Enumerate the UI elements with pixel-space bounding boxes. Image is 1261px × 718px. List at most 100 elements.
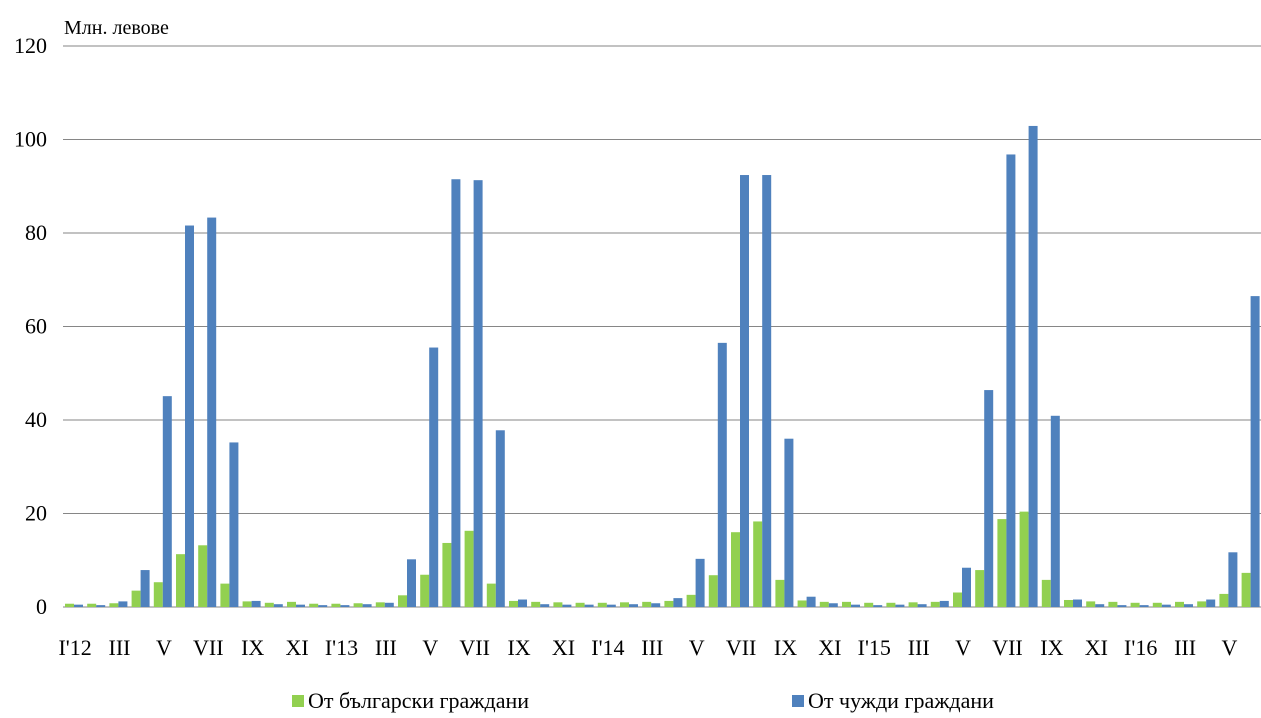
bar-bulgarian (864, 603, 873, 607)
bar-bulgarian (997, 519, 1006, 607)
bar-bulgarian (598, 603, 607, 607)
bar-foreign (851, 605, 860, 607)
bar-foreign (163, 396, 172, 607)
bar-bulgarian (1219, 594, 1228, 607)
x-tick-label: I'15 (858, 635, 891, 660)
x-tick-label: VII (992, 635, 1023, 660)
legend-item-bulgarian: От български граждани (292, 688, 529, 714)
bar-bulgarian (576, 603, 585, 607)
x-tick-label: V (422, 635, 438, 660)
x-tick-label: III (641, 635, 663, 660)
bar-foreign (118, 601, 127, 607)
bar-bulgarian (154, 582, 163, 607)
x-tick-label: IX (774, 635, 797, 660)
bar-foreign (1162, 605, 1171, 607)
bar-bulgarian (775, 580, 784, 607)
bar-foreign (207, 218, 216, 607)
bar-foreign (740, 175, 749, 607)
bar-bulgarian (132, 591, 141, 607)
bar-foreign (673, 598, 682, 607)
bar-foreign (895, 605, 904, 607)
bar-bulgarian (1042, 580, 1051, 607)
x-tick-label: V (689, 635, 705, 660)
bar-foreign (429, 348, 438, 607)
bar-bulgarian (265, 603, 274, 607)
x-tick-label: XI (285, 635, 308, 660)
bar-bulgarian (465, 531, 474, 607)
bar-foreign (940, 601, 949, 607)
bar-bulgarian (220, 584, 229, 607)
bar-foreign (651, 603, 660, 607)
bar-bulgarian (531, 602, 540, 607)
bar-foreign (96, 605, 105, 607)
x-tick-label: VII (726, 635, 757, 660)
bar-foreign (229, 442, 238, 607)
bar-bulgarian (509, 601, 518, 607)
bar-foreign (185, 226, 194, 607)
bar-bulgarian (842, 602, 851, 607)
y-tick-label: 40 (25, 407, 47, 432)
bar-bulgarian (1242, 573, 1251, 607)
bar-foreign (385, 603, 394, 607)
x-tick-label: I'13 (325, 635, 358, 660)
bar-bulgarian (109, 603, 118, 607)
x-tick-label: XI (818, 635, 841, 660)
bar-foreign (1095, 604, 1104, 607)
bar-foreign (74, 605, 83, 607)
bar-foreign (1073, 600, 1082, 607)
x-tick-label: V (156, 635, 172, 660)
x-tick-label: VII (193, 635, 224, 660)
bar-foreign (629, 604, 638, 607)
x-tick-label: XI (1085, 635, 1108, 660)
bar-bulgarian (243, 601, 252, 607)
legend-swatch-bulgarian (292, 695, 304, 707)
bar-bulgarian (731, 532, 740, 607)
x-tick-label: IX (507, 635, 530, 660)
bar-bulgarian (198, 545, 207, 607)
bar-bulgarian (1197, 601, 1206, 607)
bar-bulgarian (1064, 600, 1073, 607)
y-tick-label: 60 (25, 314, 47, 339)
x-tick-label: V (955, 635, 971, 660)
bar-foreign (363, 604, 372, 607)
x-tick-label: I'14 (591, 635, 624, 660)
bar-bulgarian (975, 570, 984, 607)
bar-bulgarian (442, 543, 451, 607)
bar-foreign (474, 180, 483, 607)
bar-foreign (585, 605, 594, 607)
bar-foreign (451, 179, 460, 607)
x-tick-label: IX (241, 635, 264, 660)
bar-bulgarian (1108, 602, 1117, 607)
bar-foreign (918, 604, 927, 607)
bar-bulgarian (553, 602, 562, 607)
y-tick-label: 0 (36, 594, 47, 619)
bar-bulgarian (1086, 601, 1095, 607)
x-tick-label: I'16 (1124, 635, 1157, 660)
bar-bulgarian (753, 521, 762, 607)
x-tick-label: IX (1040, 635, 1063, 660)
bar-foreign (696, 559, 705, 607)
bar-bulgarian (1131, 603, 1140, 607)
bar-foreign (252, 601, 261, 607)
bar-foreign (407, 559, 416, 607)
bar-bulgarian (287, 602, 296, 607)
bar-foreign (1206, 600, 1215, 607)
x-tick-label: VII (459, 635, 490, 660)
bar-bulgarian (798, 600, 807, 607)
bar-bulgarian (420, 575, 429, 607)
bar-foreign (1006, 154, 1015, 607)
bar-bulgarian (820, 602, 829, 607)
bar-foreign (340, 605, 349, 607)
bar-bulgarian (87, 604, 96, 607)
bar-bulgarian (1153, 603, 1162, 607)
bar-foreign (984, 390, 993, 607)
legend-label-foreign: От чужди граждани (808, 688, 994, 714)
bar-foreign (1228, 552, 1237, 607)
bar-bulgarian (176, 554, 185, 607)
bar-foreign (496, 430, 505, 607)
bar-bulgarian (620, 602, 629, 607)
bar-foreign (873, 605, 882, 607)
x-tick-label: III (109, 635, 131, 660)
legend: От български граждани От чужди граждани (0, 688, 1261, 718)
bar-bulgarian (931, 602, 940, 607)
